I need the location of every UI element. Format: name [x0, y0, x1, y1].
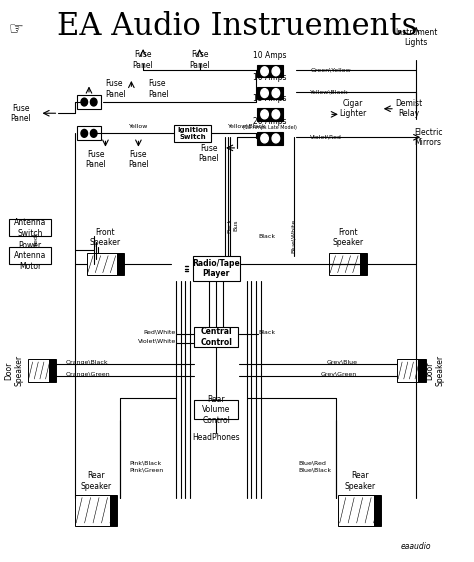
- Circle shape: [91, 98, 97, 106]
- Circle shape: [91, 129, 97, 137]
- Text: Black: Black: [258, 330, 275, 335]
- Bar: [28, 359, 56, 382]
- Text: Fuse
Panel: Fuse Panel: [86, 149, 107, 169]
- Bar: [329, 253, 367, 275]
- Circle shape: [272, 89, 280, 98]
- Text: Orange\Black: Orange\Black: [65, 360, 108, 365]
- Text: eaaudio: eaaudio: [401, 542, 431, 551]
- Text: (10 Amps Late Model): (10 Amps Late Model): [243, 125, 297, 130]
- Text: Yellow: Yellow: [129, 124, 148, 129]
- Bar: [257, 87, 283, 99]
- Text: Back
Bus: Back Bus: [227, 217, 238, 233]
- Circle shape: [272, 67, 280, 76]
- Text: Cigar
Lighter: Cigar Lighter: [339, 99, 366, 119]
- Text: Yellow\Black: Yellow\Black: [310, 89, 349, 94]
- Text: Blue\Black: Blue\Black: [299, 468, 332, 473]
- Bar: [257, 132, 283, 144]
- Bar: [374, 495, 381, 525]
- Text: Red\: Red\: [33, 232, 37, 246]
- Text: Instrument
Lights: Instrument Lights: [395, 28, 438, 47]
- Text: Green\Yellow: Green\Yellow: [310, 67, 351, 72]
- Text: Blue\Red: Blue\Red: [299, 460, 326, 465]
- Bar: [77, 95, 101, 109]
- Circle shape: [261, 134, 268, 143]
- Bar: [257, 108, 283, 120]
- Bar: [257, 65, 283, 78]
- Text: Fuse
Panel: Fuse Panel: [10, 103, 31, 123]
- FancyBboxPatch shape: [9, 220, 51, 236]
- Text: Pink\Green: Pink\Green: [129, 468, 163, 473]
- Circle shape: [272, 134, 280, 143]
- Text: 20 Amps: 20 Amps: [254, 116, 287, 125]
- Text: Front
Speaker: Front Speaker: [332, 228, 364, 247]
- Bar: [419, 359, 426, 382]
- Text: EA Audio Instruements: EA Audio Instruements: [57, 11, 418, 42]
- Text: 10 Amps: 10 Amps: [254, 51, 287, 60]
- Text: ☞: ☞: [9, 20, 24, 38]
- Text: Pink\Black: Pink\Black: [129, 460, 161, 465]
- Text: Front
Speaker: Front Speaker: [90, 228, 121, 247]
- Text: Rear
Speaker: Rear Speaker: [344, 472, 375, 491]
- Text: Orange\Green: Orange\Green: [65, 372, 110, 377]
- Text: Fuse
Panel: Fuse Panel: [128, 149, 149, 169]
- Text: Black: Black: [258, 234, 275, 239]
- Text: Fuse
Panel: Fuse Panel: [189, 51, 210, 70]
- Text: Central
Control: Central Control: [200, 327, 232, 347]
- FancyBboxPatch shape: [192, 256, 240, 281]
- Text: 15 Amps: 15 Amps: [254, 94, 287, 103]
- Text: Yellow\Black: Yellow\Black: [228, 124, 266, 129]
- Circle shape: [261, 89, 268, 98]
- Circle shape: [261, 67, 268, 76]
- Text: Fuse
Panel: Fuse Panel: [133, 51, 154, 70]
- Text: Antenna
Switch: Antenna Switch: [14, 218, 46, 238]
- Text: Door
Speaker: Door Speaker: [4, 355, 23, 386]
- Text: Rear
Speaker: Rear Speaker: [81, 472, 111, 491]
- FancyBboxPatch shape: [9, 247, 51, 264]
- Bar: [49, 359, 56, 382]
- Text: Rear
Volume
Control: Rear Volume Control: [202, 395, 230, 424]
- Circle shape: [272, 110, 280, 119]
- Text: Ignition
Switch: Ignition Switch: [177, 127, 208, 140]
- Circle shape: [261, 110, 268, 119]
- Text: Radio/Tape
Player: Radio/Tape Player: [192, 259, 240, 278]
- Bar: [77, 126, 101, 140]
- Text: Fuse
Panel: Fuse Panel: [199, 144, 219, 164]
- Text: 10 Amps: 10 Amps: [254, 74, 287, 83]
- Bar: [117, 253, 124, 275]
- Bar: [87, 253, 124, 275]
- Text: Electric
Mirrors: Electric Mirrors: [414, 128, 442, 147]
- FancyBboxPatch shape: [173, 125, 211, 142]
- Text: Power
Antenna
Motor: Power Antenna Motor: [14, 241, 46, 271]
- Text: Fuse
Panel: Fuse Panel: [148, 79, 169, 99]
- Bar: [338, 495, 381, 525]
- FancyBboxPatch shape: [194, 400, 238, 419]
- Circle shape: [81, 98, 88, 106]
- Bar: [360, 253, 367, 275]
- Text: Grey\Blue: Grey\Blue: [326, 360, 357, 365]
- Bar: [75, 495, 117, 525]
- Text: Violet\White: Violet\White: [138, 338, 176, 343]
- Text: Blue\White: Blue\White: [291, 219, 296, 253]
- Text: Demist
Relay: Demist Relay: [395, 99, 423, 119]
- Circle shape: [81, 129, 88, 137]
- Text: Fuse
Panel: Fuse Panel: [105, 79, 126, 99]
- Text: Red\White: Red\White: [144, 330, 176, 335]
- Text: Door
Speaker: Door Speaker: [425, 355, 445, 386]
- Bar: [397, 359, 426, 382]
- Text: HeadPhones: HeadPhones: [192, 433, 240, 442]
- Bar: [110, 495, 117, 525]
- Text: Grey\Green: Grey\Green: [321, 372, 357, 377]
- FancyBboxPatch shape: [194, 327, 238, 347]
- Text: Violet\Red: Violet\Red: [310, 135, 342, 140]
